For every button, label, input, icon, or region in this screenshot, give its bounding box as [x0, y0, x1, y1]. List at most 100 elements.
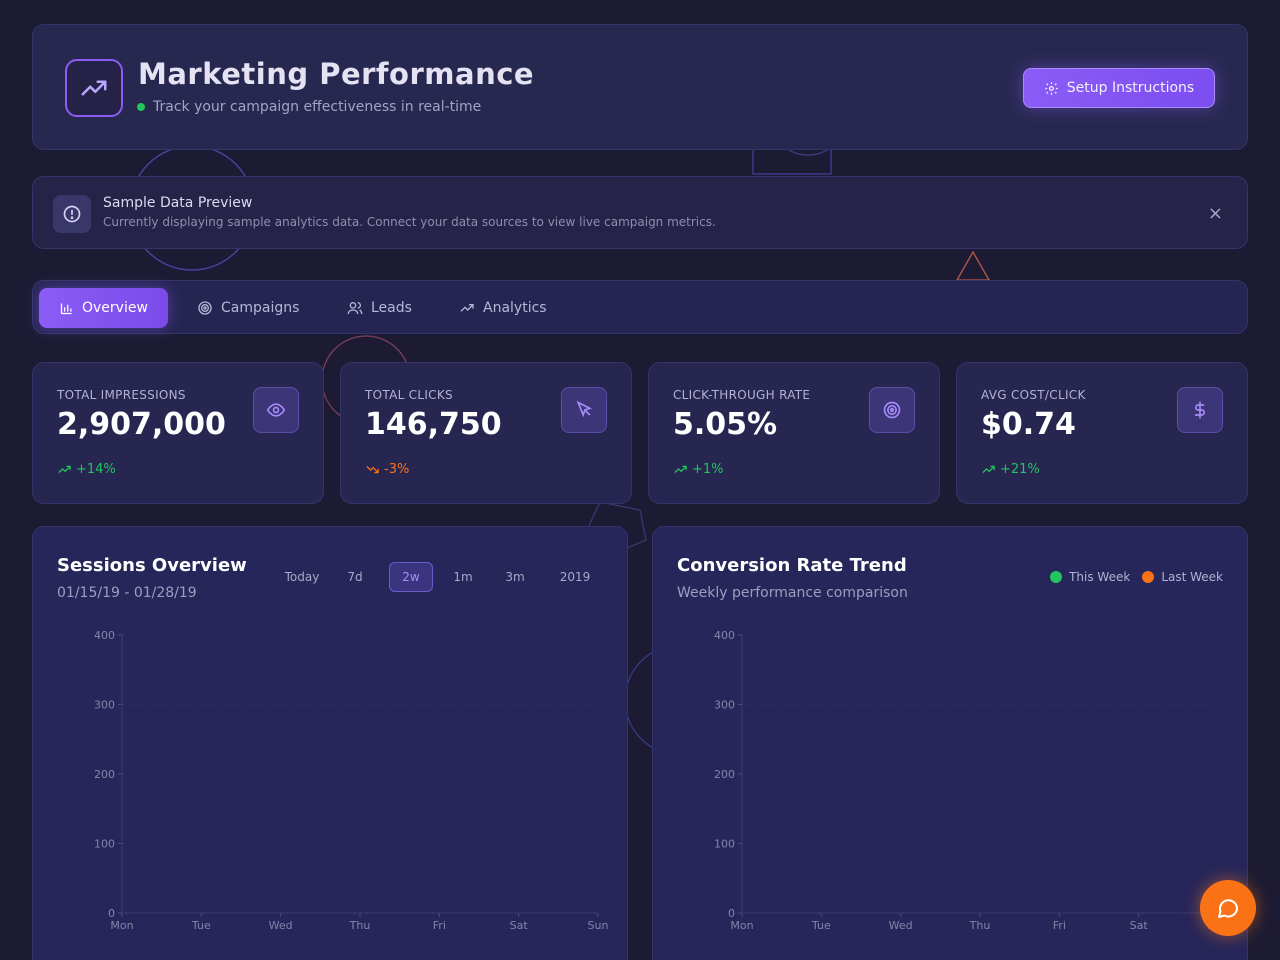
y-tick-label: 400	[714, 629, 735, 642]
y-tick-label: 400	[94, 629, 115, 642]
stat-value: $0.74	[981, 407, 1076, 442]
page-subtitle: Track your campaign effectiveness in rea…	[137, 99, 481, 115]
stat-change-value: +14%	[76, 462, 116, 477]
y-tick-label: 100	[94, 838, 115, 851]
tab-leads[interactable]: Leads	[327, 288, 432, 328]
x-tick-label: Mon	[110, 919, 133, 932]
trending-up-icon	[58, 465, 71, 474]
range-2w[interactable]: 2w	[389, 562, 433, 592]
stat-label: CLICK-THROUGH RATE	[673, 388, 811, 402]
users-icon	[347, 302, 363, 315]
tab-overview[interactable]: Overview	[39, 288, 168, 328]
bar-chart-icon	[60, 303, 72, 314]
y-tick-label: 300	[714, 699, 735, 712]
legend-label: Last Week	[1161, 570, 1223, 584]
trending-up-icon	[674, 465, 687, 474]
x-tick-label: Fri	[1053, 919, 1066, 932]
chart-title: Conversion Rate Trend	[677, 555, 907, 576]
stat-change-value: -3%	[384, 462, 410, 477]
range-selector: Today 7d 2w 1m 3m 2019	[275, 562, 608, 592]
legend-dot	[1050, 571, 1063, 583]
x-tick-label: Mon	[730, 919, 753, 932]
tab-label: Analytics	[483, 300, 547, 316]
page-header: Marketing Performance Track your campaig…	[32, 24, 1248, 150]
close-icon[interactable]: ×	[1207, 203, 1223, 224]
dollar-icon	[1195, 401, 1205, 419]
x-tick-label: Thu	[349, 919, 371, 932]
main-tabs: Overview Campaigns Leads Analytics	[32, 280, 1248, 334]
chart-legend: This Week Last Week	[1050, 570, 1223, 584]
setup-button-label: Setup Instructions	[1066, 80, 1195, 96]
y-tick-label: 100	[714, 838, 735, 851]
stat-change: +21%	[981, 462, 1040, 477]
range-3m[interactable]: 3m	[505, 570, 525, 584]
legend-label: This Week	[1069, 570, 1131, 584]
x-tick-label: Thu	[969, 919, 991, 932]
range-2019[interactable]: 2019	[559, 570, 591, 584]
y-tick-label: 200	[714, 768, 735, 781]
range-today[interactable]: Today	[284, 570, 320, 584]
date-range: 01/15/19 - 01/28/19	[57, 585, 197, 601]
legend-dot	[1142, 571, 1155, 583]
y-tick-label: 0	[728, 907, 735, 920]
conversion-rate-card: Conversion Rate Trend Weekly performance…	[652, 526, 1248, 960]
stat-change: -3%	[365, 462, 409, 477]
notice-title: Sample Data Preview	[103, 195, 253, 211]
stat-icon-box	[1177, 387, 1223, 433]
y-tick-label: 0	[108, 907, 115, 920]
subtitle-text: Track your campaign effectiveness in rea…	[153, 99, 482, 115]
stat-icon-box	[253, 387, 299, 433]
stat-label: AVG COST/CLICK	[981, 388, 1086, 402]
y-tick-label: 300	[94, 699, 115, 712]
trending-down-icon	[366, 465, 379, 474]
sessions-overview-card: Sessions Overview 01/15/19 - 01/28/19 To…	[32, 526, 628, 960]
message-circle-icon	[1218, 899, 1238, 918]
stat-icon-box	[561, 387, 607, 433]
alert-circle-icon	[63, 205, 81, 223]
x-tick-label: Sun	[588, 919, 609, 932]
setup-instructions-button[interactable]: Setup Instructions	[1023, 68, 1215, 108]
stat-value: 146,750	[365, 407, 502, 442]
x-tick-label: Sat	[510, 919, 529, 932]
stat-card-ctr: CLICK-THROUGH RATE 5.05% +1%	[648, 362, 940, 504]
notice-icon-box	[53, 195, 91, 233]
stat-change: +14%	[57, 462, 116, 477]
cursor-icon	[576, 400, 593, 418]
x-tick-label: Sat	[1130, 919, 1149, 932]
tab-label: Overview	[82, 300, 148, 316]
x-tick-label: Tue	[811, 919, 831, 932]
legend-last-week: Last Week	[1142, 570, 1223, 584]
chart-title: Sessions Overview	[57, 555, 247, 576]
stat-label: TOTAL CLICKS	[365, 388, 453, 402]
legend-this-week: This Week	[1050, 570, 1130, 584]
live-status-dot	[137, 103, 145, 111]
sample-data-notice: Sample Data Preview Currently displaying…	[32, 176, 1248, 249]
chat-button[interactable]	[1200, 880, 1256, 936]
x-tick-label: Fri	[433, 919, 446, 932]
stat-label: TOTAL IMPRESSIONS	[57, 388, 186, 402]
x-tick-label: Tue	[191, 919, 211, 932]
trending-up-icon	[982, 465, 995, 474]
x-tick-label: Wed	[269, 919, 293, 932]
stat-icon-box	[869, 387, 915, 433]
stat-change: +1%	[673, 462, 724, 477]
logo	[65, 59, 123, 117]
tab-analytics[interactable]: Analytics	[439, 288, 567, 328]
chart-subtitle: Weekly performance comparison	[677, 585, 908, 601]
range-7d[interactable]: 7d	[347, 570, 363, 584]
eye-icon	[266, 403, 286, 417]
trending-up-icon	[460, 304, 474, 312]
target-icon	[883, 401, 901, 419]
trending-up-icon	[81, 80, 107, 96]
gear-icon	[1045, 81, 1058, 95]
stat-card-cost-per-click: AVG COST/CLICK $0.74 +21%	[956, 362, 1248, 504]
tab-label: Campaigns	[221, 300, 300, 316]
y-tick-label: 200	[94, 768, 115, 781]
x-tick-label: Wed	[889, 919, 913, 932]
notice-text: Currently displaying sample analytics da…	[103, 215, 716, 229]
stat-card-clicks: TOTAL CLICKS 146,750 -3%	[340, 362, 632, 504]
tab-campaigns[interactable]: Campaigns	[177, 288, 319, 328]
range-1m[interactable]: 1m	[453, 570, 473, 584]
stat-value: 2,907,000	[57, 407, 226, 442]
